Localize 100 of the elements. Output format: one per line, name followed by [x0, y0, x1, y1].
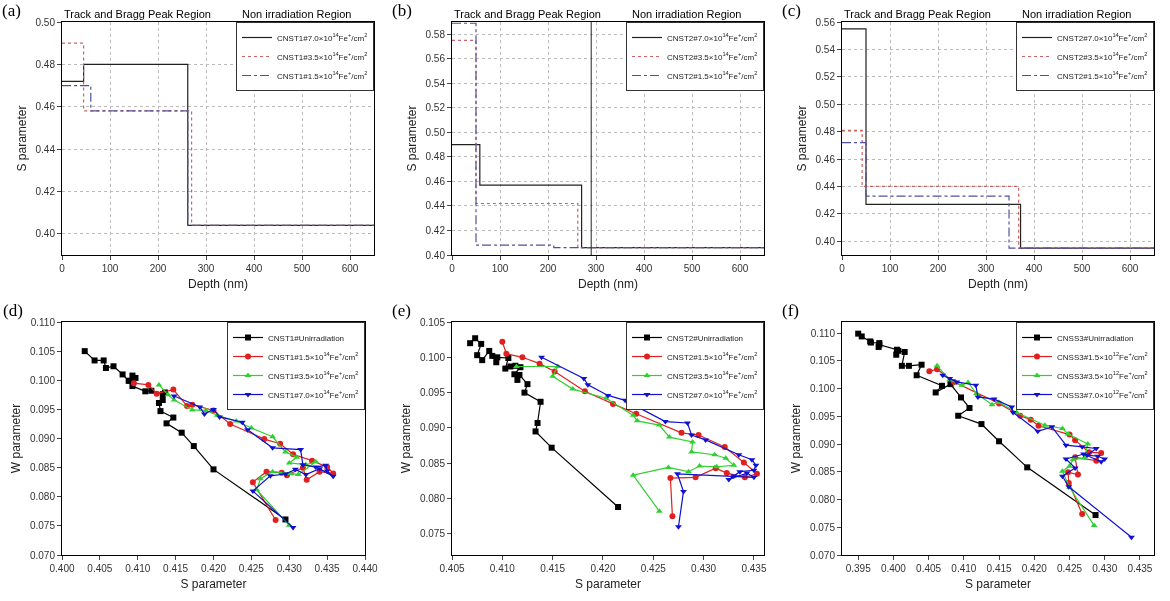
- legend-label: CNST2#3.5×10$^{14}$Fe$^{+}$/cm$^{2}$: [1057, 51, 1148, 62]
- x-tick-label: 500: [293, 263, 311, 274]
- y-tick-label: 0.085: [419, 457, 446, 469]
- y-tick-label: 0.48: [425, 151, 446, 163]
- legend-label: CNST2#3.5×10$^{14}$Fe$^{+}$/cm$^{2}$: [667, 370, 758, 381]
- y-tick-label: 0.090: [29, 433, 56, 444]
- y-tick-label: 0.075: [419, 528, 446, 540]
- y-axis-title: S parameter: [404, 105, 419, 172]
- y-tick-label: 0.105: [29, 345, 56, 357]
- x-tick-label: 0.410: [951, 563, 977, 574]
- legend-label: CNST1#1.5×10$^{14}$Fe$^{+}$/cm$^{2}$: [268, 351, 359, 362]
- x-tick-label: 0.415: [540, 563, 566, 574]
- x-axis-title: Depth (nm): [187, 276, 249, 291]
- y-tick-label: 0.42: [425, 224, 446, 236]
- x-tick-label: 200: [929, 263, 947, 274]
- y-tick-label: 0.080: [809, 494, 836, 506]
- y-tick-label: 0.48: [35, 58, 56, 70]
- y-tick-label: 0.070: [29, 549, 56, 561]
- y-tick-label: 0.46: [35, 101, 56, 113]
- x-tick-label: 0.415: [986, 563, 1013, 574]
- y-axis-title: W parameter: [9, 403, 24, 474]
- y-tick-label: 0.080: [29, 491, 56, 503]
- x-tick-label: 400: [635, 263, 653, 274]
- y-tick-label: 0.095: [419, 387, 446, 399]
- y-tick-label: 0.085: [29, 462, 56, 474]
- x-tick-label: 0.425: [1056, 563, 1083, 574]
- y-tick-label: 0.080: [419, 493, 446, 505]
- text: Track and Bragg Peak Region: [64, 8, 211, 20]
- x-tick-label: 400: [245, 263, 263, 274]
- y-tick-label: 0.090: [809, 438, 836, 450]
- y-tick-label: 0.52: [425, 102, 446, 114]
- x-tick-label: 0.405: [916, 563, 942, 574]
- x-tick-label: 100: [491, 263, 509, 274]
- y-axis-title: S parameter: [794, 105, 809, 172]
- x-tick-label: 0.415: [163, 563, 189, 574]
- x-tick-label: 600: [1121, 263, 1139, 274]
- x-tick-label: 0.395: [845, 563, 872, 574]
- y-tick-label: 0.44: [35, 143, 56, 155]
- y-tick-label: 0.105: [809, 355, 836, 367]
- legend-label: CNST1#7.0×10$^{14}$Fe$^{+}$/cm$^{2}$: [277, 32, 368, 43]
- legend-label: CNST2#3.5×10$^{14}$Fe$^{+}$/cm$^{2}$: [667, 51, 758, 62]
- y-tick-label: 0.075: [29, 520, 56, 532]
- x-tick-label: 200: [149, 263, 167, 274]
- y-tick-label: 0.40: [815, 235, 836, 247]
- y-tick-label: 0.58: [425, 28, 446, 40]
- x-tick-label: 400: [1025, 263, 1043, 274]
- x-tick-label: 100: [881, 263, 899, 274]
- y-tick-label: 0.075: [809, 521, 836, 533]
- x-tick-label: 600: [731, 263, 749, 274]
- y-axis-title: S parameter: [14, 105, 29, 172]
- x-axis-title: Depth (nm): [967, 276, 1029, 291]
- x-tick-label: 100: [101, 263, 119, 274]
- text: (d): [3, 301, 23, 320]
- y-tick-label: 0.085: [809, 466, 836, 478]
- y-tick-label: 0.44: [425, 200, 446, 212]
- y-tick-label: 0.42: [815, 208, 836, 220]
- y-tick-label: 0.44: [815, 180, 836, 192]
- legend-label: CNST1#3.5×10$^{14}$Fe$^{+}$/cm$^{2}$: [268, 370, 359, 381]
- legend-label: CNST1#1.5×10$^{14}$Fe$^{+}$/cm$^{2}$: [277, 70, 368, 81]
- x-tick-label: 0.420: [590, 563, 616, 574]
- x-tick-label: 0: [839, 263, 846, 274]
- x-tick-label: 300: [587, 263, 605, 274]
- y-tick-label: 0.100: [419, 351, 446, 363]
- x-tick-label: 0.430: [1092, 563, 1118, 574]
- x-axis-title: S parameter: [574, 576, 642, 591]
- x-tick-label: 0.400: [880, 563, 907, 574]
- x-tick-label: 0.440: [352, 563, 378, 574]
- text: Track and Bragg Peak Region: [844, 8, 991, 20]
- text: (f): [782, 301, 799, 320]
- legend-label: CNST2#7.0×10$^{14}$Fe$^{+}$/cm$^{2}$: [667, 389, 758, 400]
- y-tick-label: 0.42: [35, 185, 56, 197]
- y-tick-label: 0.095: [809, 410, 836, 422]
- y-tick-label: 0.090: [419, 422, 446, 434]
- x-tick-label: 300: [977, 263, 995, 274]
- x-axis-title: S parameter: [180, 576, 247, 591]
- x-tick-label: 0.435: [741, 563, 767, 574]
- x-tick-label: 0.420: [200, 563, 227, 574]
- x-tick-label: 0.410: [125, 563, 151, 574]
- x-tick-label: 0.400: [49, 563, 75, 574]
- x-tick-label: 300: [197, 263, 215, 274]
- legend-label: CNST2#1.5×10$^{14}$Fe$^{+}$/cm$^{2}$: [667, 70, 758, 81]
- y-axis-title: W parameter: [399, 403, 414, 474]
- y-tick-label: 0.110: [30, 316, 56, 328]
- x-tick-label: 0.410: [489, 563, 516, 574]
- x-tick-label: 0: [59, 263, 66, 274]
- y-tick-label: 0.54: [425, 77, 446, 89]
- text: (c): [782, 1, 801, 20]
- legend-label: CNST1#3.5×10$^{14}$Fe$^{+}$/cm$^{2}$: [277, 51, 368, 62]
- x-tick-label: 0: [449, 263, 456, 274]
- text: (a): [2, 1, 21, 20]
- x-tick-label: 600: [341, 263, 359, 274]
- legend-label: CNST2#1.5×10$^{14}$Fe$^{+}$/cm$^{2}$: [667, 351, 758, 362]
- legend-label: CNSS3#1.5×10$^{12}$Fe$^{+}$/cm$^{2}$: [1057, 351, 1148, 362]
- x-tick-label: 0.405: [87, 563, 113, 574]
- y-tick-label: 0.54: [815, 43, 836, 55]
- y-tick-label: 0.40: [35, 228, 56, 240]
- y-tick-label: 0.50: [35, 16, 56, 28]
- y-tick-label: 0.40: [425, 249, 446, 261]
- y-tick-label: 0.46: [425, 175, 446, 187]
- legend-label: CNSS3#Unirradiation: [1057, 333, 1134, 343]
